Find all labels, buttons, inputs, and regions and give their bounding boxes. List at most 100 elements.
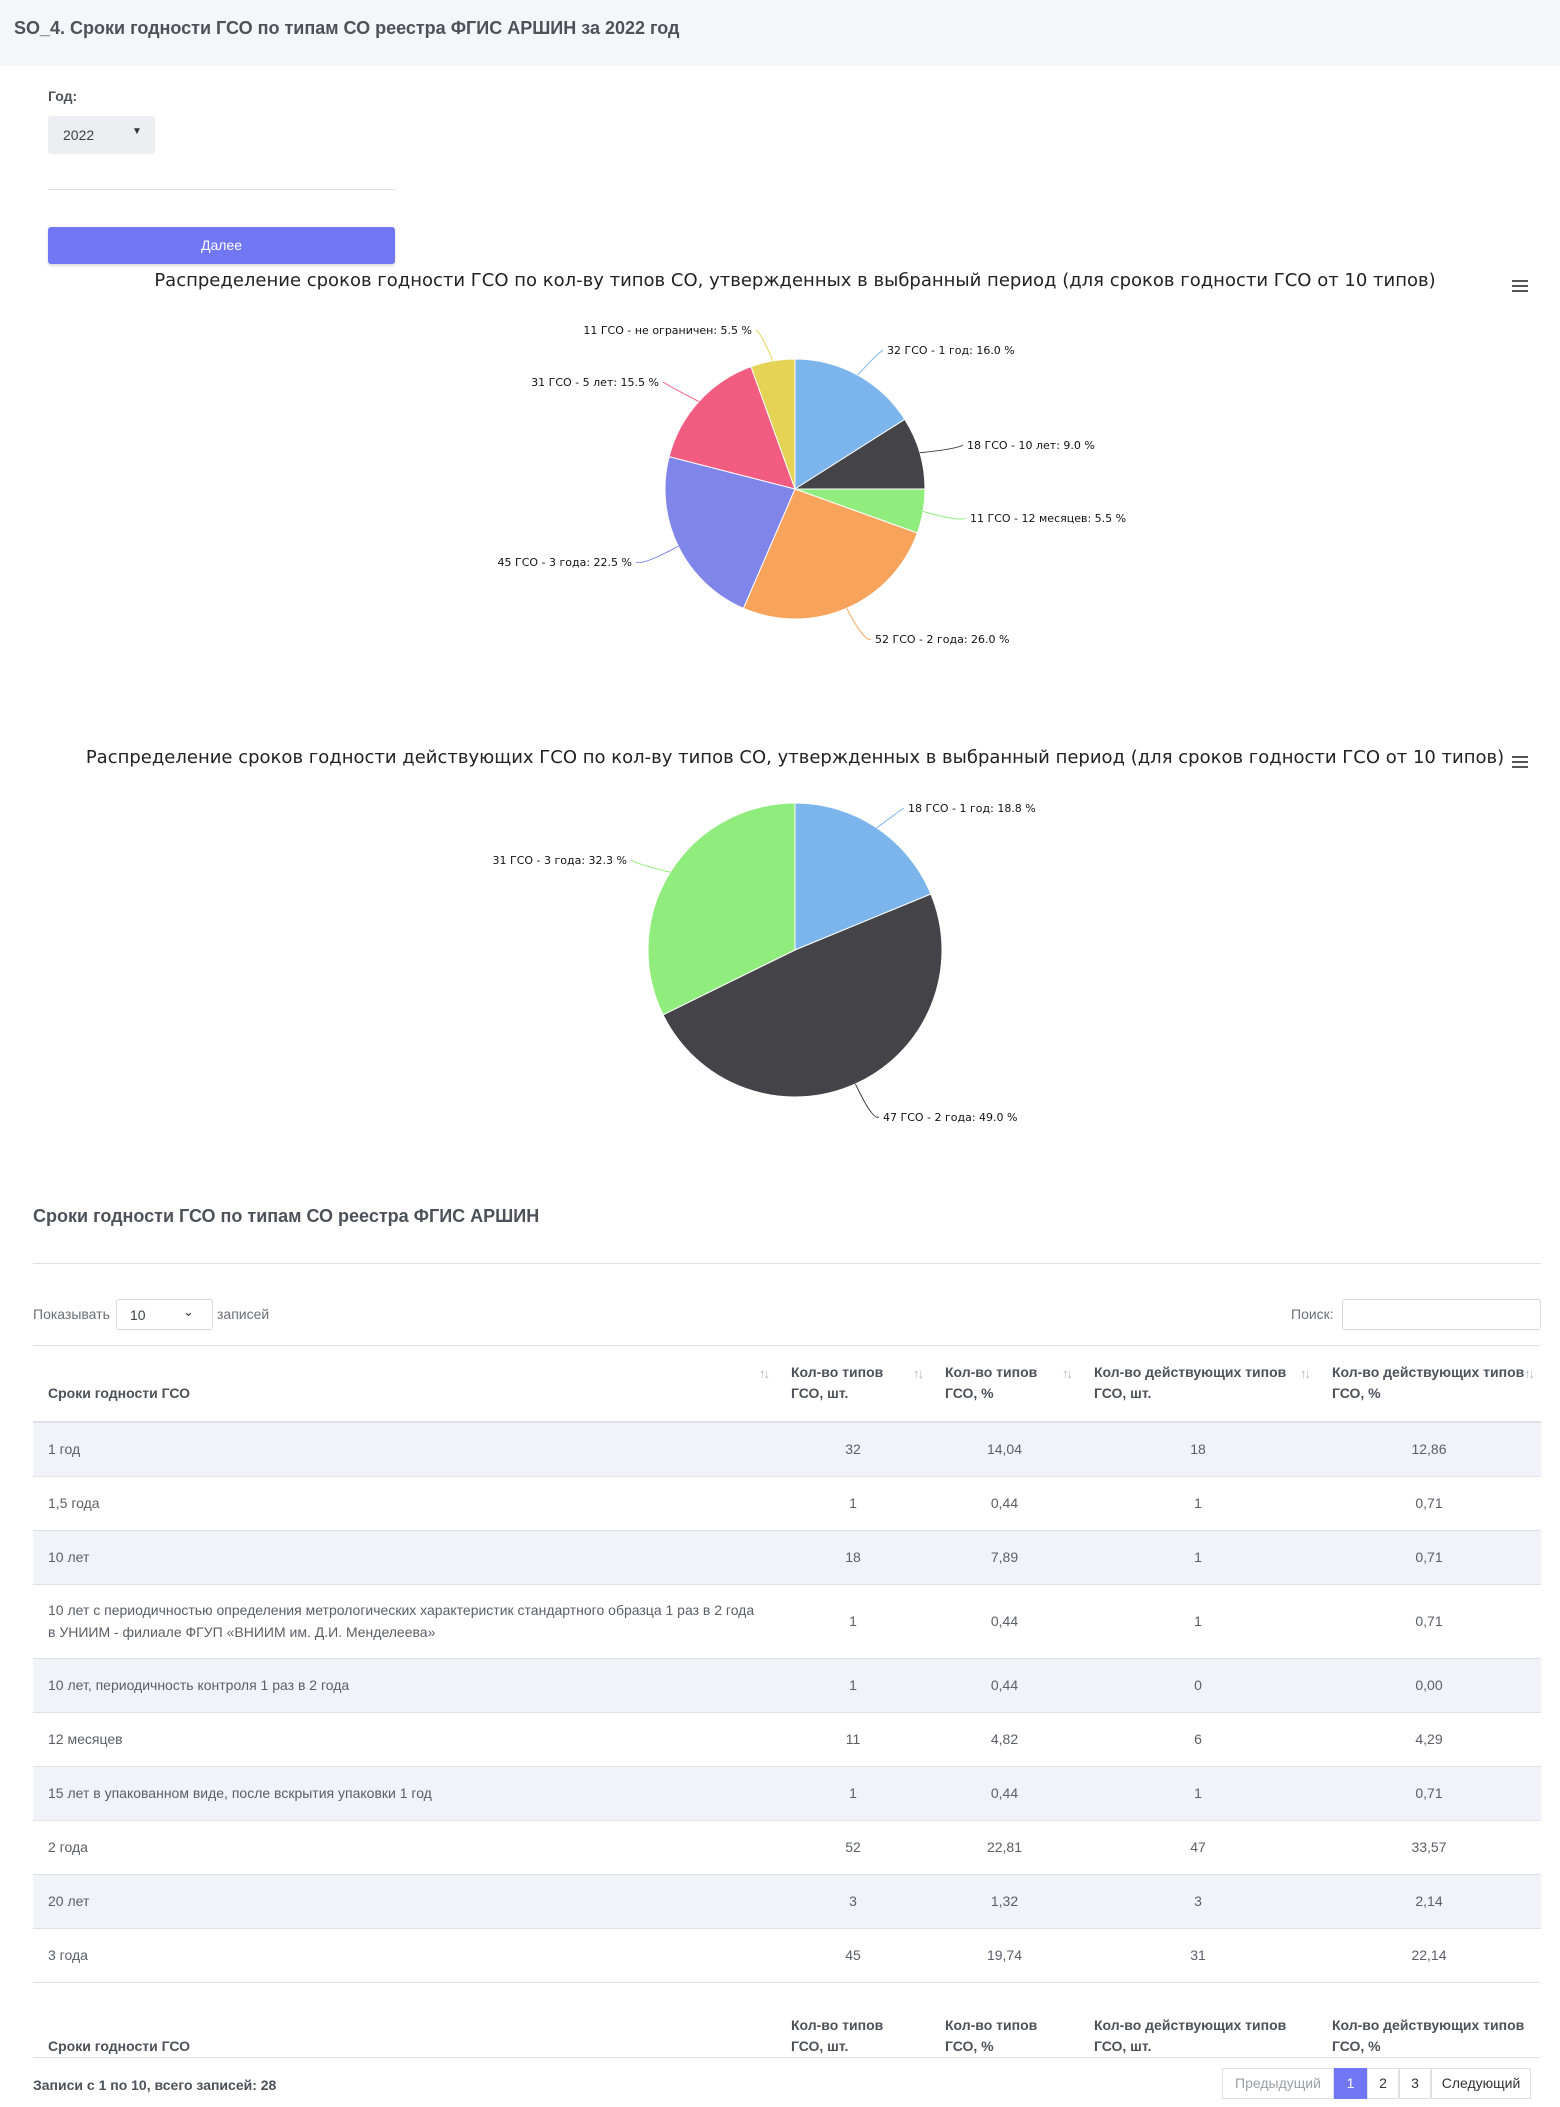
cell-value: 22,81 bbox=[930, 1820, 1079, 1875]
cell-value: 0,44 bbox=[930, 1584, 1079, 1659]
sort-icon: ↑↓ bbox=[1524, 1366, 1535, 1381]
field-divider bbox=[48, 189, 395, 190]
pie-connector bbox=[857, 349, 884, 376]
search-input[interactable] bbox=[1342, 1299, 1541, 1330]
footer-term: Сроки годности ГСО bbox=[33, 1981, 776, 2058]
cell-value: 0,71 bbox=[1317, 1476, 1541, 1531]
page-length-select[interactable]: 10 ⌄ bbox=[116, 1299, 213, 1330]
footer-percent: Кол-во типов ГСО, % bbox=[930, 1981, 1079, 2058]
cell-term: 1,5 года bbox=[33, 1476, 776, 1531]
cell-term: 10 лет bbox=[33, 1530, 776, 1585]
cell-value: 3 bbox=[776, 1874, 930, 1929]
pagination-page-2[interactable]: 2 bbox=[1367, 2068, 1399, 2099]
table-row: 10 лет, периодичность контроля 1 раз в 2… bbox=[33, 1658, 1541, 1713]
pagination-page-3[interactable]: 3 bbox=[1399, 2068, 1431, 2099]
cell-term: 2 года bbox=[33, 1820, 776, 1875]
cell-value: 32 bbox=[776, 1422, 930, 1477]
table-info: Записи с 1 по 10, всего записей: 28 bbox=[33, 2077, 277, 2093]
cell-value: 7,89 bbox=[930, 1530, 1079, 1585]
col-header-percent[interactable]: Кол-во типов ГСО, % ↑↓ bbox=[930, 1346, 1079, 1423]
cell-value: 1 bbox=[776, 1658, 930, 1713]
table-row: 20 лет 3 1,32 3 2,14 bbox=[33, 1874, 1541, 1929]
col-header-active-count[interactable]: Кол-во действующих типов ГСО, шт. ↑↓ bbox=[1079, 1346, 1317, 1423]
pie-connector bbox=[919, 444, 964, 454]
table-row: 12 месяцев 11 4,82 6 4,29 bbox=[33, 1712, 1541, 1767]
pie-connector bbox=[662, 381, 700, 402]
pie-slice[interactable] bbox=[662, 893, 943, 1098]
cell-value: 0,44 bbox=[930, 1658, 1079, 1713]
caret-down-icon: ▼ bbox=[132, 126, 142, 137]
chart1-title: Распределение сроков годности ГСО по кол… bbox=[154, 270, 1436, 291]
chart2-title: Распределение сроков годности действующи… bbox=[85, 747, 1505, 768]
footer-active-percent: Кол-во действующих типов ГСО, % bbox=[1317, 1981, 1541, 2058]
table-footer-row: Сроки годности ГСО Кол-во типов ГСО, шт.… bbox=[33, 1981, 1541, 2058]
next-button[interactable]: Далее bbox=[48, 227, 395, 264]
cell-term: 10 лет с периодичностью определения метр… bbox=[33, 1584, 776, 1659]
cell-value: 3 bbox=[1079, 1874, 1317, 1929]
cell-value: 18 bbox=[1079, 1422, 1317, 1477]
pie-slice[interactable] bbox=[794, 802, 932, 951]
records-label: записей bbox=[217, 1306, 270, 1322]
cell-value: 0,44 bbox=[930, 1476, 1079, 1531]
table-row: 3 года 45 19,74 31 22,14 bbox=[33, 1928, 1541, 1983]
cell-value: 11 bbox=[776, 1712, 930, 1767]
pie-connector bbox=[630, 859, 671, 873]
cell-value: 33,57 bbox=[1317, 1820, 1541, 1875]
year-value: 2022 bbox=[63, 127, 95, 143]
col-header-count[interactable]: Кол-во типов ГСО, шт. ↑↓ bbox=[776, 1346, 930, 1423]
cell-value: 1 bbox=[1079, 1584, 1317, 1659]
pie-data-label: 11 ГСО - 12 месяцев: 5.5 % bbox=[970, 512, 1126, 525]
year-label: Год: bbox=[48, 88, 78, 104]
pagination-next[interactable]: Следующий bbox=[1431, 2068, 1531, 2099]
pie-data-label: 18 ГСО - 10 лет: 9.0 % bbox=[967, 439, 1095, 452]
col-header-term[interactable]: Сроки годности ГСО ↑↓ bbox=[33, 1346, 776, 1423]
cell-value: 1 bbox=[1079, 1530, 1317, 1585]
cell-term: 15 лет в упакованном виде, после вскрыти… bbox=[33, 1766, 776, 1821]
pie-data-label: 47 ГСО - 2 года: 49.0 % bbox=[883, 1111, 1018, 1124]
pie-data-label: 45 ГСО - 3 года: 22.5 % bbox=[498, 556, 633, 569]
chart2-pie: 18 ГСО - 1 год: 18.8 % 47 ГСО - 2 года: 4… bbox=[493, 802, 1036, 1124]
cell-value: 6 bbox=[1079, 1712, 1317, 1767]
pie-connector bbox=[846, 608, 872, 640]
pie-connector bbox=[755, 329, 774, 362]
year-select[interactable]: 2022 ▼ bbox=[48, 116, 155, 154]
pie-connector bbox=[635, 545, 679, 564]
pie-data-label: 11 ГСО - не ограничен: 5.5 % bbox=[583, 324, 752, 337]
cell-value: 0,71 bbox=[1317, 1766, 1541, 1821]
table-row: 1,5 года 1 0,44 1 0,71 bbox=[33, 1476, 1541, 1531]
cell-value: 31 bbox=[1079, 1928, 1317, 1983]
pie-connector bbox=[922, 510, 967, 520]
cell-value: 4,29 bbox=[1317, 1712, 1541, 1767]
cell-term: 20 лет bbox=[33, 1874, 776, 1929]
pie-slice[interactable] bbox=[750, 358, 796, 490]
table-header-row: Сроки годности ГСО ↑↓ Кол-во типов ГСО, ш… bbox=[33, 1346, 1541, 1423]
pie-data-label: 32 ГСО - 1 год: 16.0 % bbox=[887, 344, 1015, 357]
pagination-prev[interactable]: Предыдущий bbox=[1222, 2068, 1334, 2099]
cell-value: 1,32 bbox=[930, 1874, 1079, 1929]
chart2-menu-icon[interactable] bbox=[1512, 756, 1528, 770]
cell-value: 0,71 bbox=[1317, 1530, 1541, 1585]
cell-value: 47 bbox=[1079, 1820, 1317, 1875]
pie-data-label: 31 ГСО - 3 года: 32.3 % bbox=[493, 854, 628, 867]
cell-value: 14,04 bbox=[930, 1422, 1079, 1477]
chart1-menu-icon[interactable] bbox=[1512, 280, 1528, 294]
cell-value: 0,71 bbox=[1317, 1584, 1541, 1659]
pie-data-label: 31 ГСО - 5 лет: 15.5 % bbox=[531, 376, 659, 389]
section-divider bbox=[33, 1263, 1541, 1264]
pie-data-label: 18 ГСО - 1 год: 18.8 % bbox=[908, 802, 1036, 815]
cell-value: 0 bbox=[1079, 1658, 1317, 1713]
cell-value: 52 bbox=[776, 1820, 930, 1875]
table-title: Сроки годности ГСО по типам СО реестра Ф… bbox=[33, 1206, 540, 1226]
cell-term: 12 месяцев bbox=[33, 1712, 776, 1767]
toolbar-divider bbox=[33, 1345, 1541, 1346]
pie-slice[interactable] bbox=[742, 488, 918, 620]
sort-icon: ↑↓ bbox=[1300, 1366, 1311, 1381]
pie-connector bbox=[876, 807, 905, 829]
page-title: SO_4. Сроки годности ГСО по типам СО рее… bbox=[14, 18, 680, 38]
cell-value: 4,82 bbox=[930, 1712, 1079, 1767]
page-header: SO_4. Сроки годности ГСО по типам СО рее… bbox=[0, 0, 1560, 66]
cell-term: 10 лет, периодичность контроля 1 раз в 2… bbox=[33, 1658, 776, 1713]
pagination-page-1[interactable]: 1 bbox=[1334, 2068, 1367, 2099]
cell-value: 19,74 bbox=[930, 1928, 1079, 1983]
col-header-active-percent[interactable]: Кол-во действующих типов ГСО, % ↑↓ bbox=[1317, 1346, 1541, 1423]
